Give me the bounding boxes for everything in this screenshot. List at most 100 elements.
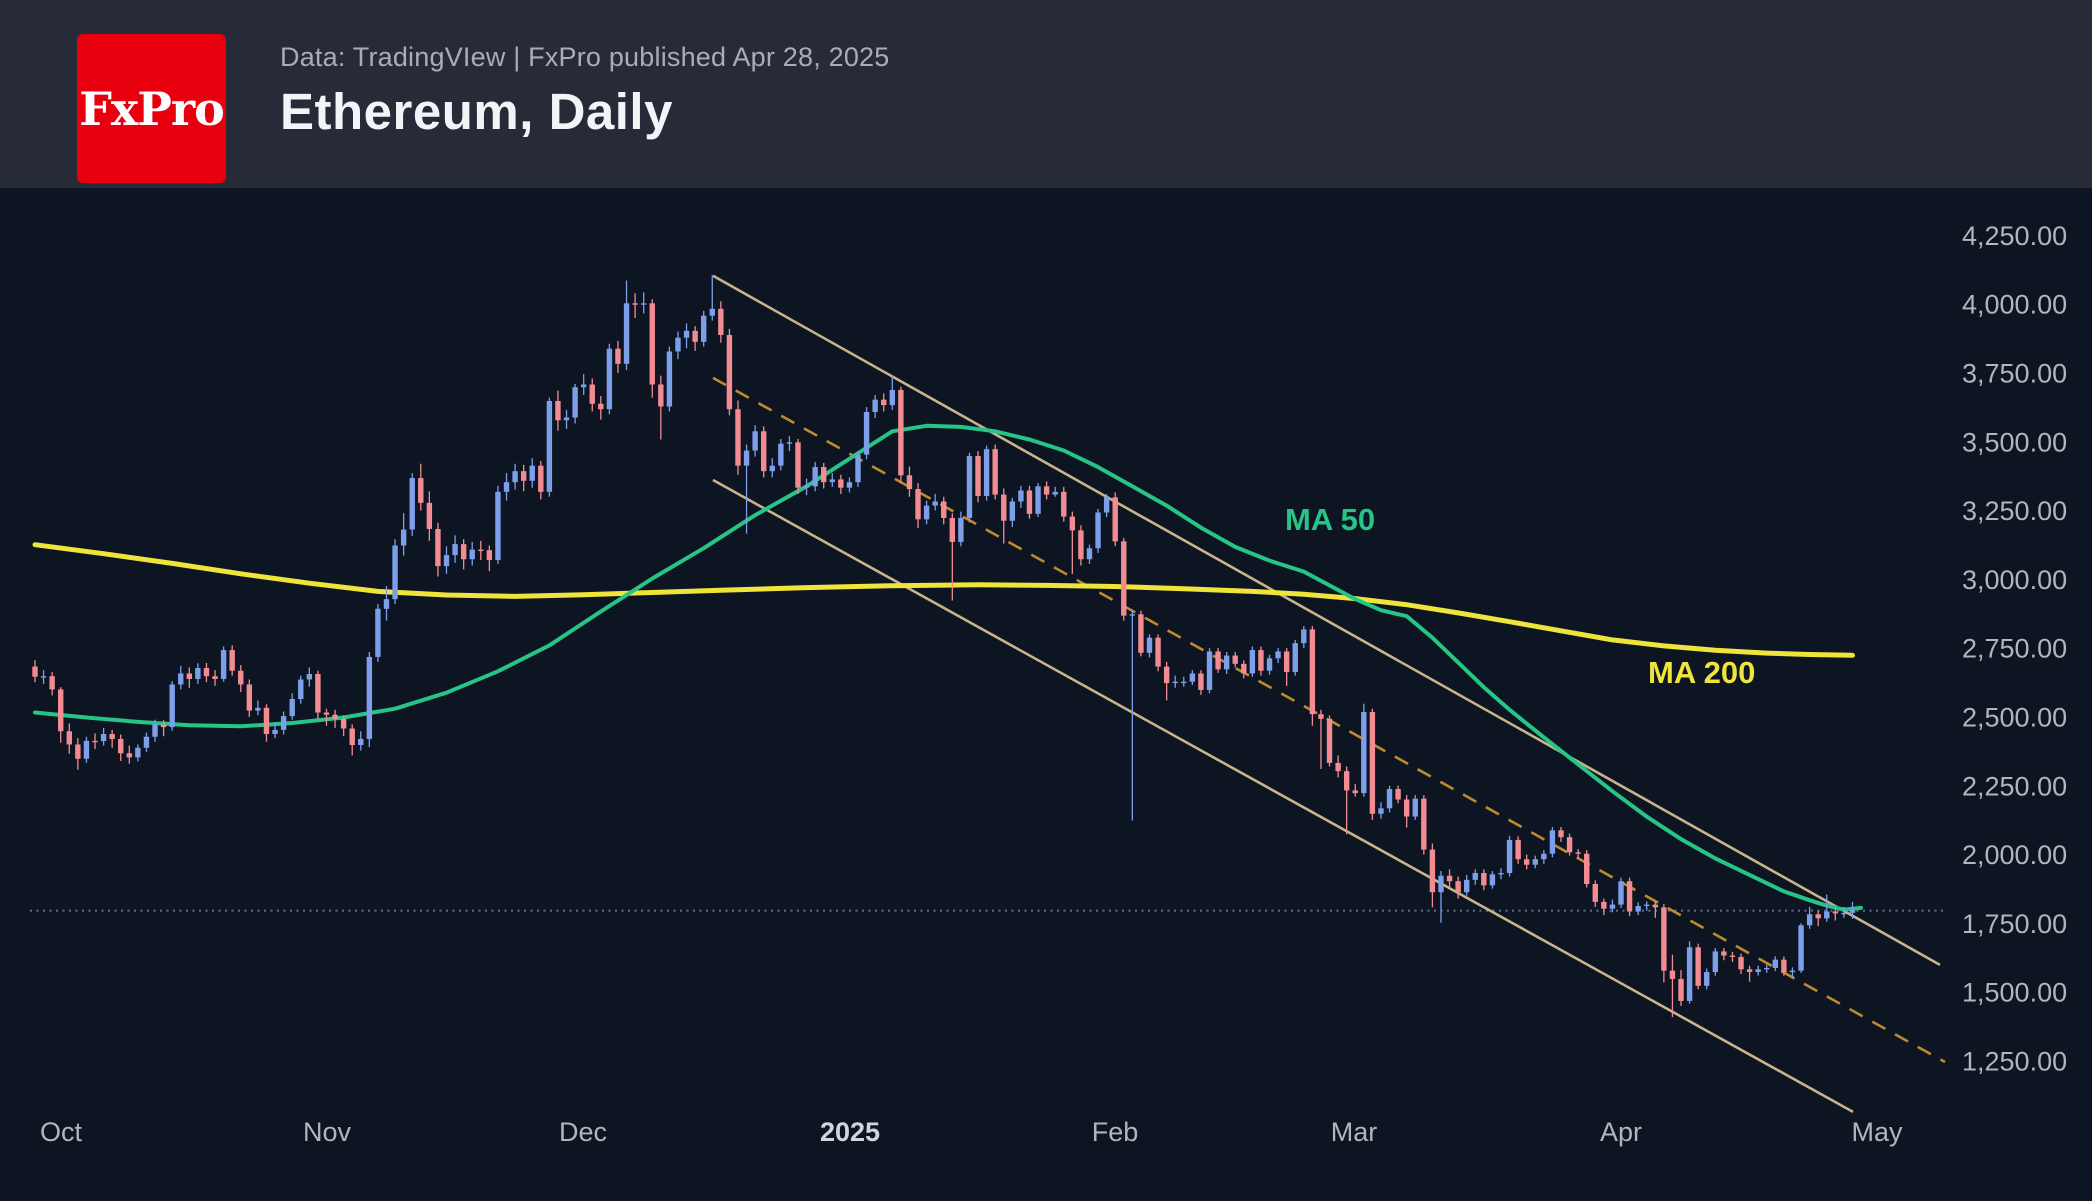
- candle-up: [812, 462, 818, 492]
- candle-down: [1241, 660, 1247, 679]
- candle-up: [1712, 948, 1719, 976]
- candle-up: [169, 681, 175, 731]
- candle-up: [1498, 868, 1504, 880]
- candle-up: [272, 722, 278, 739]
- candle-up: [923, 500, 930, 525]
- candle-down: [1369, 708, 1376, 820]
- candle-down: [1558, 827, 1564, 842]
- candle-up: [1532, 855, 1538, 869]
- time-tick-label: Mar: [1331, 1117, 1378, 1147]
- time-tick-label: Feb: [1092, 1117, 1139, 1147]
- candle-up: [1609, 899, 1616, 913]
- candle-up: [1412, 795, 1418, 820]
- time-tick-label: Nov: [303, 1117, 352, 1147]
- candle-up: [872, 394, 878, 419]
- candle-up: [546, 397, 553, 497]
- candle-down: [1738, 953, 1744, 974]
- candle-down: [898, 386, 904, 484]
- price-tick-label: 1,500.00: [1962, 978, 2067, 1008]
- time-tick-label: Apr: [1600, 1117, 1642, 1147]
- candle-down: [1215, 648, 1221, 673]
- candle-down: [1446, 869, 1453, 888]
- ma200-line[interactable]: [32, 542, 1855, 658]
- time-tick-label: 2025: [820, 1117, 880, 1147]
- candle-down: [1729, 951, 1736, 962]
- candle-up: [1052, 486, 1058, 497]
- candle-up: [255, 700, 261, 716]
- candle-down: [1318, 709, 1324, 769]
- candle-up: [1301, 626, 1307, 649]
- candle-up: [289, 693, 295, 720]
- candle-up: [983, 445, 990, 501]
- candle-down: [1061, 486, 1067, 522]
- candle-up: [1172, 675, 1178, 688]
- candle-up: [392, 539, 398, 605]
- candle-down: [1283, 648, 1290, 686]
- candle-down: [49, 672, 55, 696]
- candle-down: [1309, 626, 1316, 726]
- candle-down: [1832, 907, 1839, 921]
- candle-down: [1721, 948, 1727, 961]
- candle-up: [958, 511, 964, 547]
- candle-down: [1138, 610, 1144, 657]
- candle-down: [478, 540, 484, 561]
- candle-up: [1506, 835, 1513, 877]
- candle-up: [143, 732, 150, 752]
- price-tick-label: 4,250.00: [1962, 221, 2067, 251]
- candle-up: [932, 494, 938, 511]
- candle-down: [538, 460, 544, 500]
- candlestick-series[interactable]: [32, 275, 1856, 1018]
- candle-up: [529, 458, 535, 488]
- candle-down: [1163, 661, 1170, 701]
- candle-down: [1429, 843, 1436, 908]
- candle-up: [778, 438, 784, 471]
- channel-upper-line[interactable]: [712, 274, 1941, 967]
- candle-up: [769, 458, 775, 478]
- time-tick-label: May: [1851, 1117, 1903, 1147]
- candle-up: [178, 665, 184, 690]
- candle-up: [700, 310, 707, 347]
- candle-down: [915, 483, 921, 529]
- candle-down: [1481, 869, 1487, 891]
- candle-up: [1189, 670, 1196, 686]
- candle-up: [40, 670, 47, 684]
- candle-down: [520, 464, 527, 492]
- candle-up: [452, 535, 458, 563]
- candle-up: [1463, 874, 1470, 896]
- candle-up: [889, 375, 895, 410]
- candle-down: [203, 662, 210, 683]
- candle-up: [220, 646, 227, 682]
- candle-down: [92, 733, 98, 750]
- ma50-line[interactable]: [33, 423, 1863, 912]
- candle-up: [572, 383, 578, 424]
- candle-down: [315, 670, 321, 719]
- candle-down: [118, 734, 124, 761]
- candle-up: [563, 409, 570, 430]
- candle-down: [126, 745, 133, 764]
- candle-down: [632, 293, 638, 318]
- candle-up: [1849, 901, 1856, 919]
- price-tick-label: 2,250.00: [1962, 771, 2067, 801]
- candlestick-chart-canvas[interactable]: MA 50 MA 200 4,250.00 4,000.00 3,750.00 3,500…: [0, 188, 2092, 1196]
- candle-down: [649, 299, 655, 398]
- candle-up: [1472, 869, 1478, 885]
- candle-up: [100, 727, 107, 746]
- candle-down: [838, 474, 844, 495]
- chart-area[interactable]: MA 50 MA 200 4,250.00 4,000.00 3,750.00 3,500…: [0, 188, 2092, 1196]
- time-axis-labels: Oct Nov Dec 2025 Feb Mar Apr May: [40, 1117, 1903, 1147]
- candle-up: [640, 292, 647, 314]
- candle-down: [332, 709, 338, 728]
- candle-up: [709, 275, 715, 321]
- candle-down: [941, 496, 947, 525]
- candle-up: [1755, 965, 1761, 976]
- candle-up: [1129, 609, 1136, 821]
- candle-up: [743, 444, 750, 534]
- channel-lower-line[interactable]: [712, 478, 1854, 1113]
- candle-up: [1035, 483, 1041, 518]
- candle-up: [1292, 639, 1298, 676]
- price-tick-label: 2,750.00: [1962, 634, 2067, 664]
- candle-up: [383, 585, 390, 621]
- candle-down: [1026, 485, 1033, 519]
- candle-down: [486, 545, 493, 572]
